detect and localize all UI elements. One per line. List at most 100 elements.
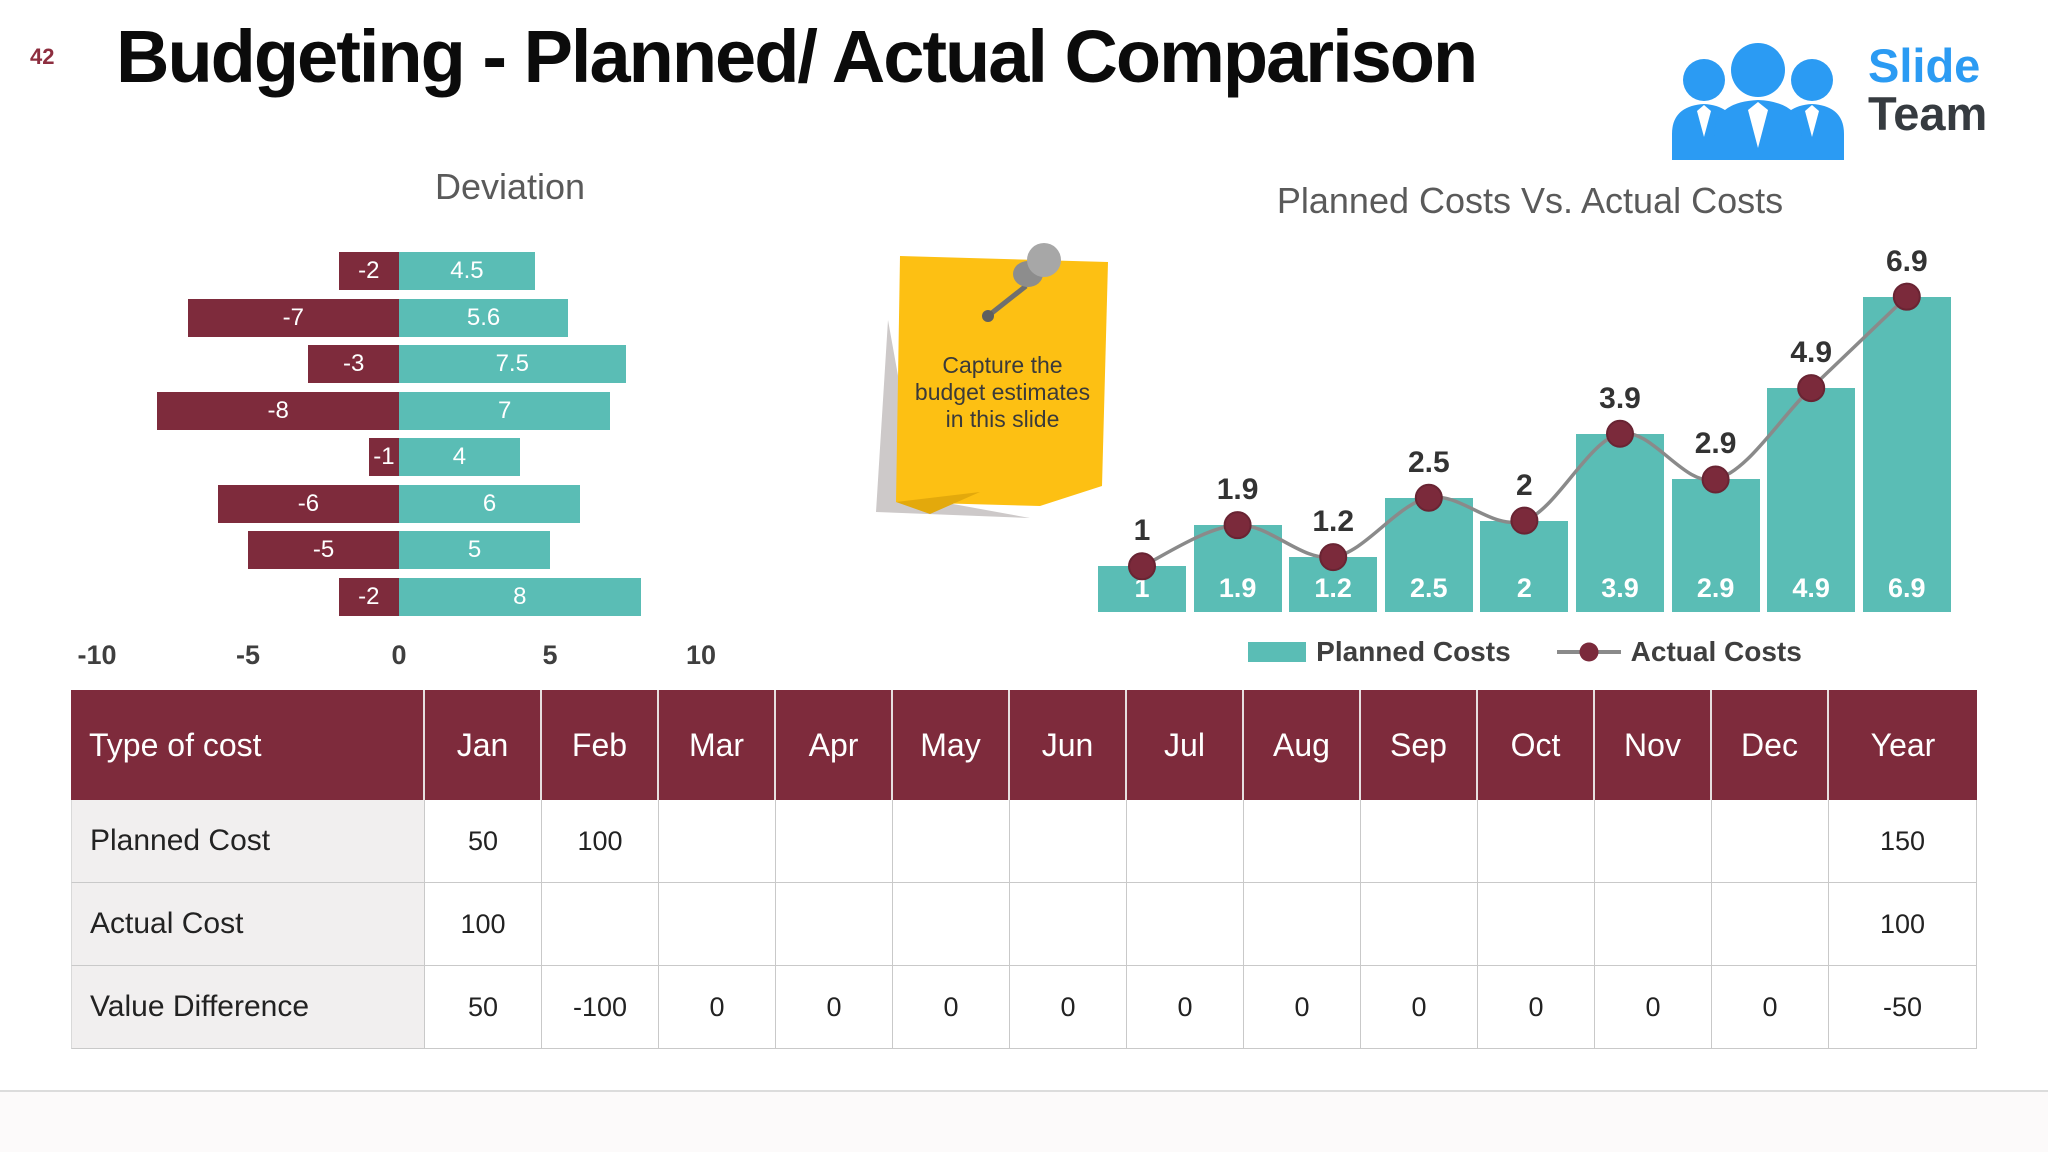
deviation-bar-negative: -1 xyxy=(368,438,399,476)
planned-costs-swatch-icon xyxy=(1248,642,1307,662)
table-cell: 50 xyxy=(425,966,542,1049)
planned-cost-bar-label: 2.5 xyxy=(1410,573,1448,603)
table-cell: 0 xyxy=(1010,966,1127,1049)
table-cell: 100 xyxy=(1829,883,1977,966)
table-cell xyxy=(1595,800,1712,883)
table-header-cell: Sep xyxy=(1361,690,1478,800)
deviation-bar-positive: 4 xyxy=(399,438,520,476)
actual-cost-value-label: 1.2 xyxy=(1312,505,1355,539)
table-header-row: Type of cost Jan Feb Mar Apr May Jun Jul Aug Sep O… xyxy=(71,690,1977,800)
table-header-cell: Apr xyxy=(776,690,893,800)
table-cell xyxy=(776,883,893,966)
cost-table: Type of cost Jan Feb Mar Apr May Jun Jul Aug Sep O… xyxy=(71,690,1977,1049)
table-cell xyxy=(1361,800,1478,883)
deviation-bar-negative: -7 xyxy=(187,298,399,337)
legend-actual-costs: Actual Costs xyxy=(1556,636,1802,668)
planned-cost-bar-label: 6.9 xyxy=(1888,572,1926,603)
table-cell xyxy=(1595,883,1712,966)
table-cell xyxy=(1127,883,1244,966)
deviation-bar-positive: 5.6 xyxy=(399,298,569,337)
planned-cost-bar: 1.2 xyxy=(1289,557,1378,612)
table-cell: 100 xyxy=(542,800,659,883)
table-cell: 50 xyxy=(425,800,542,883)
table-row-label: Actual Cost xyxy=(71,883,425,966)
deviation-axis-tick: 5 xyxy=(542,640,558,670)
table-header-cell: Mar xyxy=(659,690,776,800)
bottom-divider xyxy=(0,1090,2048,1092)
deviation-bar-positive: 7.5 xyxy=(399,345,626,383)
table-cell xyxy=(893,883,1010,966)
page-title: Budgeting - Planned/ Actual Comparison xyxy=(116,15,1478,98)
table-header-cell: Nov xyxy=(1595,690,1712,800)
actual-cost-value-label: 4.9 xyxy=(1790,336,1833,370)
deviation-axis-tick: 0 xyxy=(391,640,407,670)
table-header-cell: Jun xyxy=(1010,690,1127,800)
table-cell: 150 xyxy=(1829,800,1977,883)
deviation-axis-tick: -5 xyxy=(235,640,261,670)
table-header-cell: Jan xyxy=(425,690,542,800)
actual-cost-value-label: 3.9 xyxy=(1599,381,1641,415)
table-cell: 0 xyxy=(1595,966,1712,1049)
sticky-note-text: Capture the budget estimates in this sli… xyxy=(914,352,1091,432)
table-row-label: Planned Cost xyxy=(71,800,425,883)
table-cell: 0 xyxy=(1361,966,1478,1049)
table-cell xyxy=(1712,883,1829,966)
actual-cost-value-label: 2 xyxy=(1516,468,1533,502)
actual-costs-swatch-icon xyxy=(1556,642,1621,662)
table-header-cell: Oct xyxy=(1478,690,1595,800)
table-cell xyxy=(659,800,776,883)
table-cell: 0 xyxy=(1127,966,1244,1049)
table-cell xyxy=(1361,883,1478,966)
deviation-bar-positive: 5 xyxy=(399,531,550,569)
table-cell: 0 xyxy=(659,966,776,1049)
table-cell xyxy=(893,800,1010,883)
logo-team-label: Team xyxy=(1868,86,1988,140)
planned-cost-bar: 2.5 xyxy=(1384,497,1473,612)
table-cell xyxy=(659,883,776,966)
actual-cost-value-label: 2.9 xyxy=(1694,427,1737,461)
table-row-label: Value Difference xyxy=(71,966,425,1049)
table-header-cell: Feb xyxy=(542,690,659,800)
table-header-cell: Type of cost xyxy=(71,690,425,800)
people-icon xyxy=(1672,43,1844,160)
actual-cost-value-label: 1.9 xyxy=(1216,473,1259,507)
table-cell: -100 xyxy=(542,966,659,1049)
chart-legend: Planned Costs Actual Costs xyxy=(1050,636,2000,668)
planned-cost-bar-label: 1 xyxy=(1134,572,1150,603)
planned-actual-chart-title: Planned Costs Vs. Actual Costs xyxy=(1276,180,1784,221)
deviation-bar-positive: 4.5 xyxy=(399,252,535,290)
table-header-cell: Aug xyxy=(1244,690,1361,800)
sticky-note-curl xyxy=(896,492,980,514)
bottom-strip xyxy=(0,1092,2048,1152)
planned-cost-bar: 3.9 xyxy=(1576,433,1664,612)
table-row: Planned Cost 50 100 150 xyxy=(71,800,1977,883)
actual-cost-value-label: 6.9 xyxy=(1885,244,1928,278)
deviation-bar-negative: -5 xyxy=(248,531,399,569)
actual-cost-value-label: 2.5 xyxy=(1407,445,1450,479)
table-cell xyxy=(542,883,659,966)
table-cell xyxy=(1010,883,1127,966)
planned-cost-bar: 2.9 xyxy=(1671,479,1760,612)
planned-cost-bar-label: 1.9 xyxy=(1218,572,1257,603)
planned-cost-bar: 2 xyxy=(1480,520,1569,612)
table-cell: 0 xyxy=(1244,966,1361,1049)
planned-cost-bar-label: 2.9 xyxy=(1696,572,1735,603)
table-header-cell: May xyxy=(893,690,1010,800)
table-header-cell: Year xyxy=(1829,690,1977,800)
planned-cost-bar: 1 xyxy=(1098,566,1186,612)
deviation-bar-negative: -2 xyxy=(338,577,399,616)
deviation-bar-positive: 6 xyxy=(399,484,581,523)
planned-cost-bar: 6.9 xyxy=(1862,296,1951,612)
deviation-bar-positive: 7 xyxy=(399,391,611,430)
deviation-chart-title: Deviation xyxy=(434,166,586,207)
table-header-cell: Dec xyxy=(1712,690,1829,800)
table-cell: -50 xyxy=(1829,966,1977,1049)
planned-cost-bar-label: 1.2 xyxy=(1314,572,1352,603)
table-cell: 100 xyxy=(425,883,542,966)
table-cell xyxy=(1712,800,1829,883)
planned-cost-bar-label: 3.9 xyxy=(1601,572,1639,603)
table-cell: 0 xyxy=(776,966,893,1049)
table-cell xyxy=(1478,800,1595,883)
planned-cost-bar: 1.9 xyxy=(1193,525,1282,612)
